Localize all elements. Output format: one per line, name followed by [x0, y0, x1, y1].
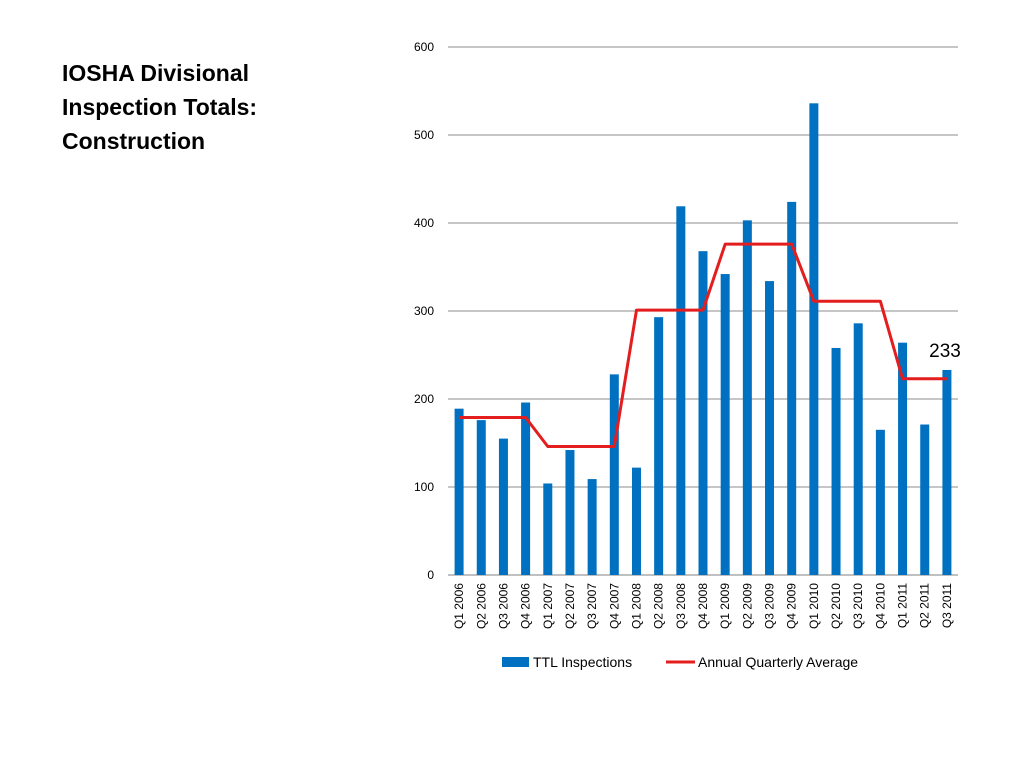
x-tick-label: Q2 2009 [740, 583, 754, 629]
bar [587, 479, 597, 575]
bar [476, 420, 486, 575]
average-line [459, 242, 947, 448]
bar [875, 429, 885, 575]
latest-value-annotation: 233 [929, 341, 961, 362]
bar [631, 467, 641, 575]
bar [942, 369, 952, 575]
x-tick-label: Q2 2006 [474, 583, 488, 629]
x-tick-label: Q2 2008 [652, 583, 666, 629]
bar [898, 342, 908, 575]
x-tick-label: Q3 2009 [763, 583, 777, 629]
y-tick-label: 100 [414, 480, 434, 494]
y-tick-label: 0 [427, 568, 434, 582]
x-tick-label: Q4 2009 [785, 583, 799, 629]
legend-label-bars: TTL Inspections [533, 654, 632, 670]
bar [809, 103, 819, 575]
x-tick-label: Q1 2007 [541, 583, 555, 629]
x-tick-label: Q3 2006 [496, 583, 510, 629]
bar [765, 281, 775, 575]
y-tick-label: 400 [414, 216, 434, 230]
y-tick-label: 300 [414, 304, 434, 318]
bar [609, 374, 619, 575]
x-tick-label: Q4 2006 [519, 583, 533, 629]
x-tick-label: Q1 2011 [896, 583, 910, 628]
x-tick-label: Q4 2010 [873, 583, 887, 629]
x-tick-label: Q1 2009 [718, 583, 732, 629]
bar [543, 483, 553, 575]
x-tick-label: Q2 2010 [829, 583, 843, 629]
slide-title-line-2: Inspection Totals: [62, 94, 258, 120]
x-tick-label: Q2 2011 [918, 583, 932, 628]
legend-swatch-bar [502, 657, 529, 667]
bar [742, 220, 752, 576]
slide-title-line-3: Construction [62, 128, 206, 154]
x-axis-ticks: Q1 2006 Q2 2006 Q3 2006 Q4 2006 Q1 2007 Q2 20… [452, 583, 954, 629]
bar [498, 438, 508, 575]
bar [698, 251, 708, 575]
bar [676, 206, 686, 575]
bar [831, 347, 841, 575]
bar [654, 317, 664, 575]
legend: TTL Inspections Annual Quarterly Average [502, 654, 858, 670]
y-axis-ticks: 0 100 200 300 400 500 600 [414, 40, 434, 582]
slide-title: IOSHA Divisional Inspection Totals: Cons… [62, 56, 342, 158]
x-tick-label: Q1 2006 [452, 583, 466, 629]
bar [787, 201, 797, 575]
y-tick-label: 600 [414, 40, 434, 54]
bar [565, 450, 575, 575]
bar [920, 424, 930, 575]
slide-title-line-1: IOSHA Divisional [62, 60, 250, 86]
x-tick-label: Q3 2008 [674, 583, 688, 629]
bar [454, 408, 464, 575]
x-tick-label: Q1 2010 [807, 583, 821, 629]
bar [720, 274, 730, 575]
bars [454, 103, 952, 576]
legend-label-line: Annual Quarterly Average [698, 654, 858, 670]
x-tick-label: Q3 2010 [851, 583, 865, 629]
x-tick-label: Q3 2011 [940, 583, 954, 628]
average-line-layer [459, 242, 947, 448]
bar [521, 402, 531, 575]
y-tick-label: 200 [414, 392, 434, 406]
x-tick-label: Q4 2007 [607, 583, 621, 629]
x-tick-label: Q1 2008 [629, 583, 643, 629]
x-tick-label: Q3 2007 [585, 583, 599, 629]
x-tick-label: Q4 2008 [696, 583, 710, 629]
y-tick-label: 500 [414, 128, 434, 142]
x-tick-label: Q2 2007 [563, 583, 577, 629]
bar [853, 323, 863, 575]
